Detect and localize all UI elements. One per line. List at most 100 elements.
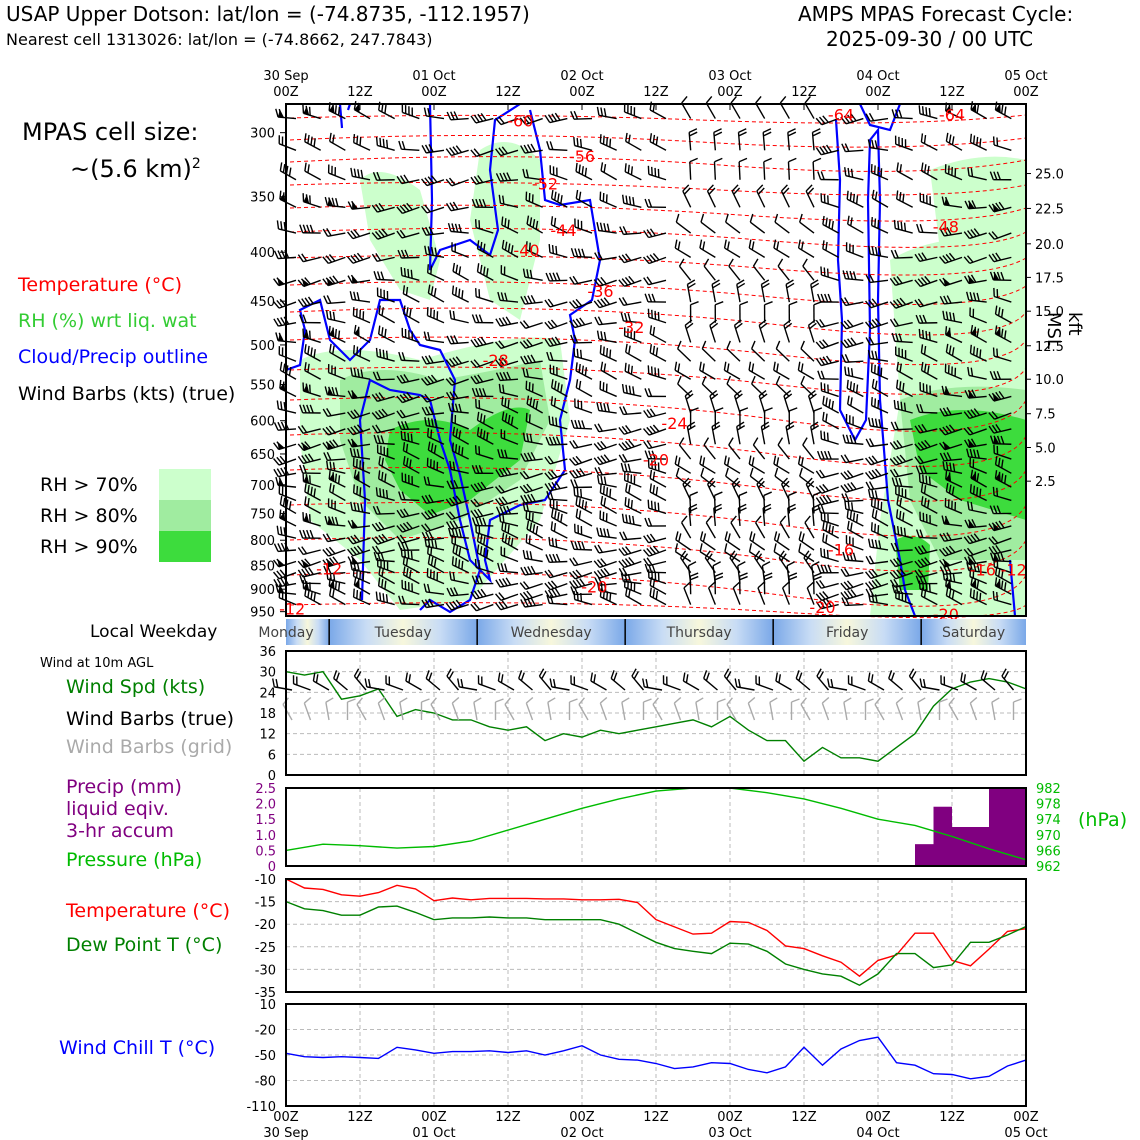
pressure-tick-label: 800 (250, 534, 275, 549)
wind-barb (939, 295, 963, 305)
wind-barb (525, 533, 543, 551)
wind-barb (757, 581, 766, 605)
pressure-tick-label: 700 (250, 479, 275, 494)
bottom-hour-tick: 00Z (569, 1110, 595, 1125)
wind-barb (643, 557, 667, 567)
wind-barb (445, 520, 469, 530)
wind-barb (689, 572, 699, 595)
wind-barb (376, 444, 395, 460)
wind-barb (596, 222, 617, 234)
wind-barb (544, 112, 568, 124)
wind-barb (445, 177, 469, 187)
wind-barb (699, 239, 716, 258)
wind-barb (845, 413, 864, 430)
wind-barb (352, 484, 371, 502)
wind-barb (329, 132, 346, 151)
wind-barb (573, 347, 593, 362)
wind-barb (272, 569, 297, 580)
wind-barb (495, 577, 519, 588)
wind-barb (328, 470, 346, 488)
wind-barb (599, 380, 617, 398)
wind-barb (593, 297, 617, 309)
wind-barb (353, 324, 371, 344)
wind-barb (446, 335, 469, 345)
wind-barb (989, 171, 1012, 181)
wind-barb (815, 339, 839, 350)
top-day-tick: 05 Oct (1004, 69, 1047, 84)
wind-barb (421, 598, 445, 609)
wind-barb (867, 139, 889, 151)
wind-barb (596, 475, 617, 488)
wind-barb (299, 314, 321, 324)
top-hour-tick: 00Z (273, 85, 299, 100)
wind-barb (421, 204, 445, 214)
wind-barb (400, 548, 420, 563)
wind-barb (273, 558, 297, 568)
wind-barb (713, 128, 723, 151)
weekday-cell (286, 619, 330, 645)
bottom-hour-tick: 00Z (865, 1110, 891, 1125)
wind-barb (297, 453, 321, 465)
wind-barb (846, 520, 864, 539)
bottom-hour-tick: 12Z (347, 1110, 373, 1125)
wind-barb (525, 696, 534, 721)
wind-speed-ytick: 0 (268, 769, 276, 784)
wind-barb (375, 347, 395, 362)
bottom-day-tick: 01 Oct (412, 1126, 455, 1140)
wind-barb (963, 228, 987, 240)
wind-barb (751, 375, 766, 397)
wind-barb (939, 452, 963, 462)
wind-barb (568, 698, 578, 720)
wind-barb (396, 374, 420, 384)
wind-barb (970, 576, 988, 595)
wind-barb (895, 379, 913, 398)
wind-barb (675, 467, 692, 488)
wind-barb (797, 239, 815, 258)
wind-barb (700, 213, 716, 234)
wind-barb (445, 377, 469, 386)
wind-barb (519, 338, 543, 349)
cell-line: Nearest cell 1313026: lat/lon = (-74.866… (6, 30, 433, 49)
wind-barb (752, 437, 766, 460)
wind-barb (570, 419, 593, 430)
wind-barb (815, 469, 839, 479)
wind-barb (889, 557, 913, 568)
wind-barb (677, 340, 692, 362)
wind-barb (377, 470, 395, 488)
wind-barb (865, 112, 889, 122)
wind-barb (574, 523, 593, 539)
wind-barb (471, 464, 494, 475)
dewpoint-label: Dew Point T (°C) (66, 934, 223, 956)
wind-barb (915, 465, 938, 475)
wind-barb (815, 355, 839, 367)
wind-barb (938, 698, 948, 720)
temperature-ytick: -25 (255, 941, 276, 956)
wind-barb (519, 581, 543, 590)
wind-barb (625, 343, 642, 362)
wind-barb (941, 196, 963, 208)
wind-barb (678, 258, 692, 281)
wind-barb (871, 378, 889, 398)
bottom-hour-tick: 12Z (495, 1110, 521, 1125)
wind-barb (400, 267, 420, 282)
wind-barb (371, 545, 395, 555)
windchill-ytick: -20 (255, 1024, 276, 1039)
wind-barb (302, 193, 321, 208)
wind-barb (324, 515, 346, 527)
wind-barb (865, 481, 889, 491)
wind-barb (965, 291, 987, 303)
wind-barb (500, 265, 519, 281)
wind-barb (988, 390, 1012, 402)
wind-barb (476, 411, 494, 430)
wind-barb (790, 698, 800, 720)
wind-barb (299, 574, 321, 585)
wind-barb (623, 327, 642, 344)
wind-barb (402, 285, 420, 303)
wind-barb (749, 213, 766, 234)
wind-barb (575, 362, 593, 380)
wind-barb (470, 359, 494, 369)
wind-barb (549, 165, 568, 181)
wind-barb (788, 301, 798, 323)
wind-barb (675, 213, 692, 234)
